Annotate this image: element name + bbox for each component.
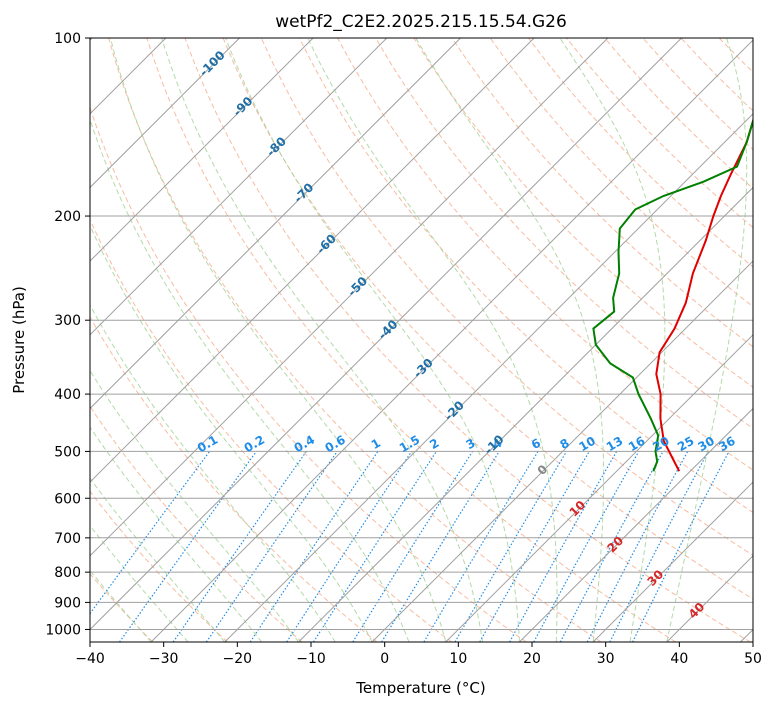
moist-adiabat-line xyxy=(559,38,666,642)
moist-adiabat-line xyxy=(90,477,226,642)
moist-adiabat-line xyxy=(161,38,484,642)
dry-adiabat-line xyxy=(184,38,751,642)
isotherm-line xyxy=(445,334,753,642)
mixing-ratio-line xyxy=(205,451,338,642)
moist-adiabat-line xyxy=(109,38,447,642)
mixing-ratio-line xyxy=(533,451,640,642)
y-tick-label: 700 xyxy=(54,531,81,547)
adiabat-lines xyxy=(90,38,775,642)
plot-background xyxy=(90,38,753,642)
x-tick-label: −40 xyxy=(75,651,105,667)
isotherm-line xyxy=(224,113,753,642)
dry-adiabat-line xyxy=(90,490,228,642)
isotherm-line xyxy=(298,186,753,642)
moist-adiabat-line xyxy=(307,38,558,642)
x-tick-label: 20 xyxy=(523,651,541,667)
dry-adiabat-line xyxy=(90,106,527,642)
y-tick-label: 300 xyxy=(54,313,81,329)
isotherm-line xyxy=(90,38,240,189)
x-axis-title: Temperature (°C) xyxy=(355,679,485,697)
isotherm-line xyxy=(90,38,388,336)
moist-adiabat-line xyxy=(90,224,373,642)
temperature-profile-line xyxy=(655,117,753,472)
x-tick-label: −20 xyxy=(223,651,253,667)
y-tick-label: 500 xyxy=(54,444,81,460)
isotherm-line xyxy=(90,38,682,631)
y-tick-label: 200 xyxy=(54,209,81,225)
mixing-ratio-line xyxy=(249,451,379,642)
mixing-ratio-line xyxy=(119,451,257,642)
mixing-ratio-line xyxy=(381,451,500,642)
moist-adiabat-line xyxy=(666,38,748,642)
mixing-ratio-line xyxy=(90,451,211,615)
dry-adiabat-line xyxy=(413,38,753,388)
isotherm-line xyxy=(90,38,461,410)
moist-adiabat-line xyxy=(90,426,262,642)
y-tick-label: 400 xyxy=(54,387,81,403)
x-tick-label: 40 xyxy=(670,651,688,667)
data-series xyxy=(592,117,753,472)
x-tick-label: −10 xyxy=(296,651,326,667)
dry-adiabat-line xyxy=(90,218,452,642)
moist-adiabat-line xyxy=(90,304,336,642)
dewpoint-profile-line xyxy=(592,117,753,472)
mixing-ratio-line xyxy=(352,451,474,642)
grid-lines xyxy=(90,38,753,642)
mixing-ratio-line xyxy=(632,451,730,642)
y-tick-label: 100 xyxy=(54,31,81,47)
isotherm-line xyxy=(90,38,535,483)
y-tick-label: 900 xyxy=(54,595,81,611)
dry-adiabat-line xyxy=(146,38,676,642)
isotherm-line xyxy=(592,481,753,642)
x-tick-label: 30 xyxy=(597,651,615,667)
dry-adiabat-line xyxy=(90,405,303,642)
chart-title: wetPf2_C2E2.2025.215.15.54.G26 xyxy=(275,12,567,32)
moist-adiabat-line xyxy=(415,38,605,642)
y-tick-label: 800 xyxy=(54,565,81,581)
isotherm-line xyxy=(90,38,314,262)
plot-frame xyxy=(89,37,754,643)
y-tick-label: 1000 xyxy=(45,622,81,638)
mixing-ratio-line xyxy=(312,451,437,642)
dry-adiabat-line xyxy=(90,572,154,642)
dry-adiabat-line xyxy=(222,38,753,600)
x-tick-label: 50 xyxy=(744,651,762,667)
dry-adiabat-line xyxy=(489,38,753,308)
y-tick-label: 600 xyxy=(54,491,81,507)
x-tick-label: 0 xyxy=(380,651,389,667)
dry-adiabat-line xyxy=(108,38,602,642)
x-tick-label: 10 xyxy=(449,651,467,667)
mixing-ratio-line xyxy=(586,451,689,642)
isotherm-line xyxy=(371,260,753,642)
x-axis-ticks: −40 −30 −20 −10 0 10 20 30 40 50 xyxy=(75,642,762,667)
isotherm-line xyxy=(150,39,753,642)
mixing-ratio-line xyxy=(286,451,413,642)
y-axis-title: Pressure (hPa) xyxy=(10,286,28,394)
moist-adiabat-line xyxy=(225,38,520,642)
dry-adiabat-line xyxy=(337,38,753,471)
isotherm-line xyxy=(519,407,753,642)
y-axis-ticks: 100 200 300 400 500 600 700 800 900 1000 xyxy=(45,31,90,638)
mixing-ratio-line xyxy=(509,451,618,642)
mixing-ratio-line xyxy=(609,451,709,642)
mixing-ratio-line xyxy=(172,451,307,642)
mixing-ratio-line xyxy=(559,451,664,642)
isotherm-line xyxy=(90,38,609,557)
dry-adiabat-line xyxy=(757,38,775,642)
dry-adiabat-line xyxy=(90,315,378,642)
x-tick-label: −30 xyxy=(149,651,179,667)
